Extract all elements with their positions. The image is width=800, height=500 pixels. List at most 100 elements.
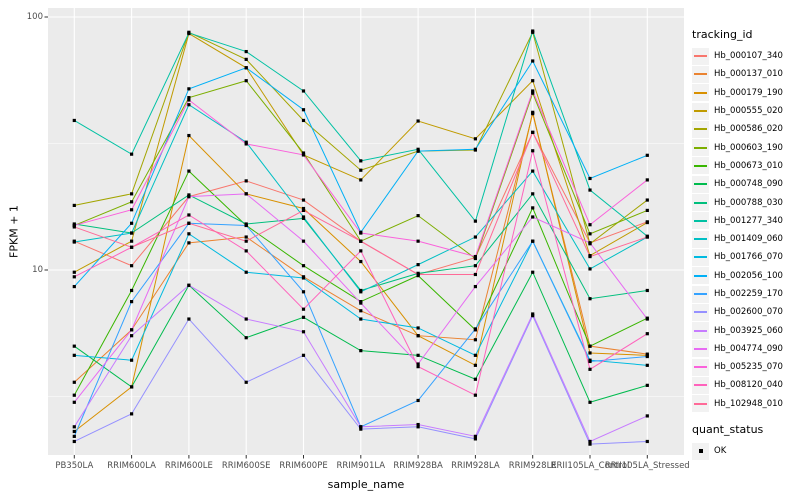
legend-item-Hb_008120_040: Hb_008120_040 [692, 376, 798, 394]
legend-key-line-icon [692, 358, 709, 376]
data-point [72, 429, 76, 434]
data-point [588, 188, 592, 192]
data-point [359, 425, 363, 429]
data-point [588, 439, 592, 444]
data-point [416, 362, 420, 366]
data-point [301, 208, 306, 213]
legend-item-Hb_002259_170: Hb_002259_170 [692, 285, 798, 303]
data-point [244, 66, 248, 70]
legend-item-Hb_002600_070: Hb_002600_070 [692, 303, 798, 321]
data-point [72, 225, 76, 229]
legend-item-label: Hb_000179_190 [714, 87, 783, 98]
data-point [244, 179, 248, 183]
data-point [645, 208, 649, 213]
data-point [72, 434, 76, 438]
data-point [473, 256, 477, 261]
data-point [187, 31, 191, 35]
data-point [645, 178, 649, 182]
legend-item-label: Hb_000555_020 [714, 106, 783, 117]
legend-item-Hb_102948_010: Hb_102948_010 [692, 395, 798, 413]
legend-title-quant-status: quant_status [692, 422, 764, 436]
data-point [473, 338, 477, 342]
data-point [588, 297, 592, 301]
data-point [130, 245, 134, 249]
x-axis-title: sample_name [327, 478, 405, 491]
data-point [130, 221, 134, 225]
legend-quant-status: quant_status OK [692, 423, 798, 460]
y-axis-title: FPKM + 1 [7, 205, 21, 258]
data-point [244, 239, 248, 243]
legend-item-Hb_005235_070: Hb_005235_070 [692, 358, 798, 376]
legend-item-label: Hb_000137_010 [714, 69, 783, 80]
data-point [531, 130, 535, 134]
data-point [645, 235, 649, 239]
data-point [244, 223, 248, 228]
data-point [531, 89, 535, 93]
legend-item-Hb_000586_020: Hb_000586_020 [692, 120, 798, 138]
data-point [187, 98, 191, 102]
data-point [301, 198, 306, 202]
data-point [301, 215, 306, 219]
legend-item-label: Hb_000107_340 [714, 51, 783, 62]
data-point [130, 412, 134, 416]
data-point [72, 400, 76, 404]
data-point [301, 206, 306, 211]
legend-key-line-icon [692, 285, 709, 303]
x-tick-label-RRIM928LE: RRIM928LE [508, 461, 557, 471]
data-point [244, 49, 248, 54]
data-point [588, 367, 592, 371]
x-tick-label-PB350LA: PB350LA [55, 461, 94, 471]
data-point [531, 206, 535, 210]
data-point [244, 192, 248, 196]
legend-item-label: Hb_005235_070 [714, 362, 783, 373]
data-point [359, 309, 363, 313]
data-point [244, 140, 248, 144]
data-point [416, 425, 420, 429]
legend-key-line-icon [692, 267, 709, 285]
data-point [473, 393, 477, 397]
data-point [301, 315, 306, 319]
data-point [531, 270, 535, 274]
legend: tracking_id Hb_000107_340 Hb_000137_010 Hb… [692, 28, 798, 460]
data-point [416, 263, 420, 267]
data-point [130, 239, 134, 243]
data-point [130, 288, 134, 293]
data-point [531, 239, 535, 243]
legend-key-line-icon [692, 376, 709, 394]
x-tick-label-RRIM600LE: RRIM600LE [164, 461, 213, 471]
legend-item-Hb_000603_190: Hb_000603_190 [692, 138, 798, 157]
data-point [244, 249, 248, 253]
data-point [72, 344, 76, 348]
data-point [473, 264, 477, 268]
legend-key-line-icon [692, 194, 709, 212]
data-point [72, 118, 76, 123]
data-point [359, 317, 363, 321]
legend-item-Hb_000788_030: Hb_000788_030 [692, 193, 798, 212]
data-point [359, 239, 363, 243]
data-point [588, 400, 592, 404]
data-point [301, 118, 306, 123]
data-point [359, 168, 363, 172]
legend-item-label: Hb_004774_090 [714, 343, 783, 354]
data-point [531, 91, 535, 95]
legend-key-line-icon [692, 303, 709, 321]
legend-item-label: Hb_001409_060 [714, 234, 783, 245]
data-point [645, 354, 649, 359]
legend-key-line-icon [692, 175, 709, 193]
data-point [187, 283, 191, 287]
data-point [645, 439, 649, 444]
x-tick-label-RRIM600PE: RRIM600PE [279, 461, 328, 471]
legend-item-Hb_001766_070: Hb_001766_070 [692, 248, 798, 266]
data-point [130, 231, 134, 235]
data-point [187, 232, 191, 236]
data-point [416, 149, 420, 153]
legend-key-line-icon [692, 395, 709, 413]
data-point [187, 103, 191, 107]
data-point [187, 96, 191, 100]
data-point [244, 270, 248, 274]
data-point [473, 437, 477, 441]
data-point [72, 439, 76, 444]
data-point [416, 334, 420, 338]
